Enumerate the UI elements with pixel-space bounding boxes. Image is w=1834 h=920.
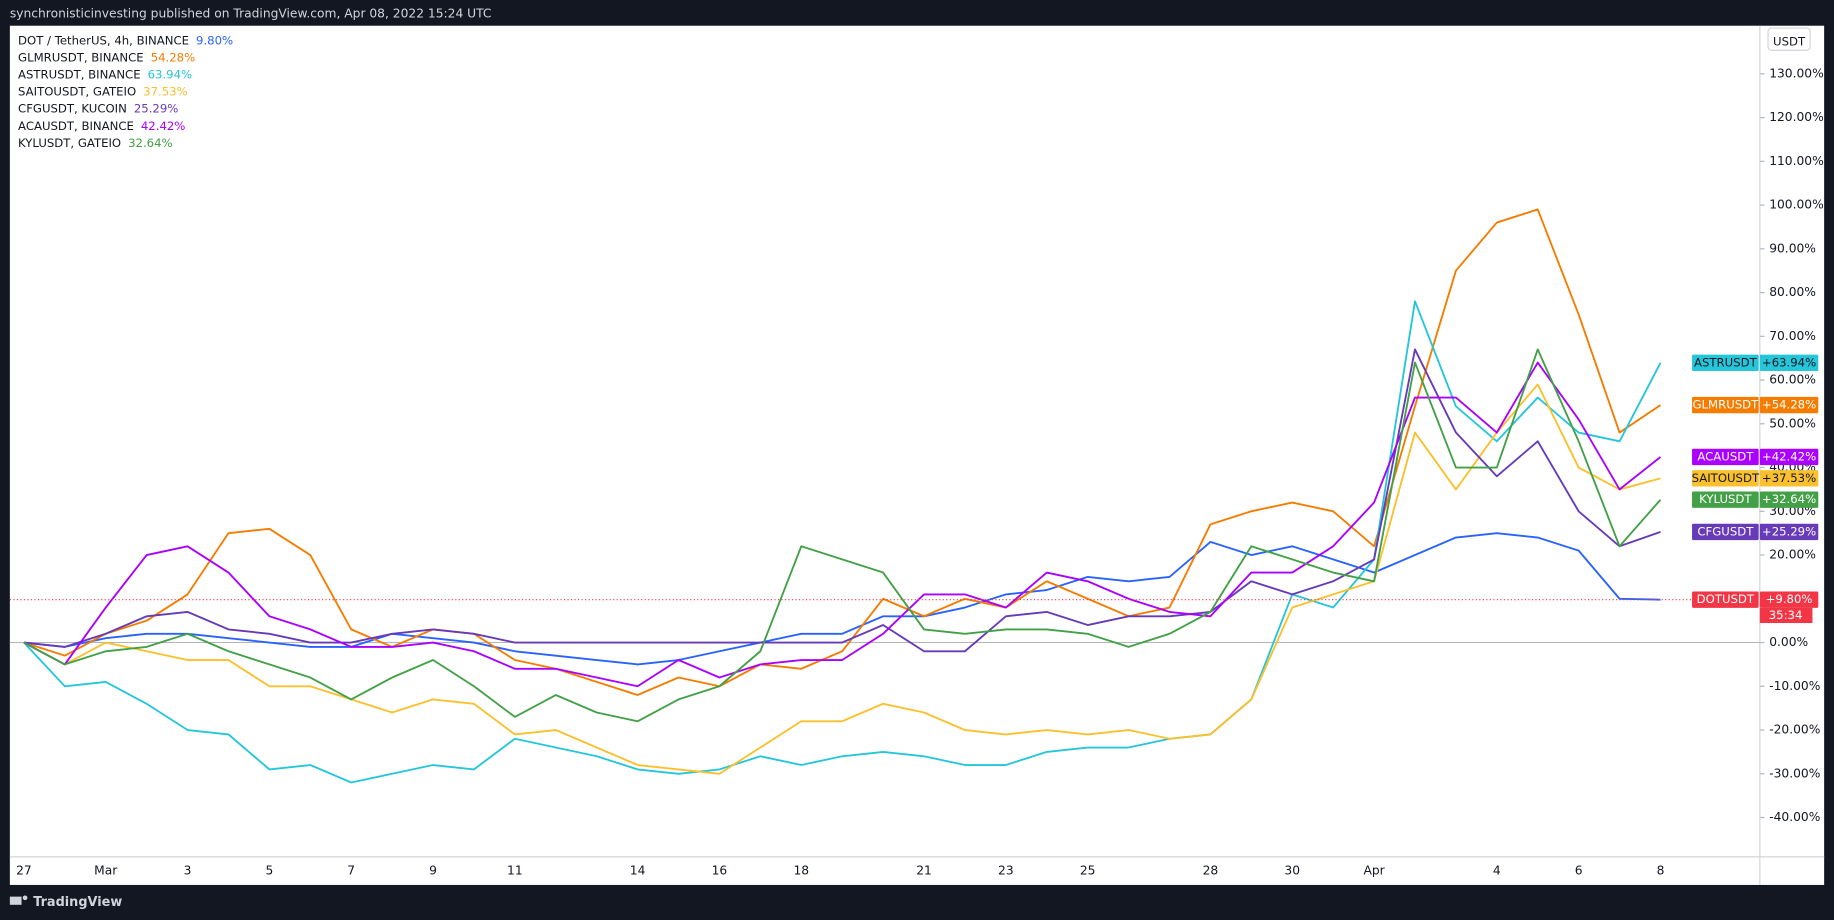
series-tag [1692, 354, 1759, 372]
y-tick-label: 110.00% [1769, 154, 1824, 168]
y-tick-label: -30.00% [1769, 766, 1820, 780]
x-tick-label: 5 [265, 863, 273, 877]
countdown: 35:34 [1769, 608, 1803, 622]
y-tick-label: 130.00% [1769, 66, 1824, 80]
series-line [23, 208, 1662, 696]
x-tick-label: 23 [998, 863, 1014, 877]
x-tick-label: 8 [1657, 863, 1665, 877]
legend-value: 32.64% [128, 136, 173, 150]
legend-value: 63.94% [148, 68, 193, 82]
series-value-tag [1759, 523, 1819, 541]
series-ticker: CFGUSDT [1697, 524, 1754, 538]
logo-mark [9, 896, 22, 905]
legend-value: 37.53% [143, 85, 188, 99]
header: synchronisticinvesting published on Trad… [10, 7, 492, 21]
y-tick-label: 90.00% [1769, 241, 1816, 255]
x-tick-label: 11 [507, 863, 523, 877]
y-tick-label: -40.00% [1769, 810, 1820, 824]
y-tick-label: 80.00% [1769, 285, 1816, 299]
legend-name: ASTRUSDT, BINANCE [18, 68, 141, 82]
series-last-label: +25.29% [1762, 524, 1816, 538]
y-tick-label: -20.00% [1769, 723, 1820, 737]
footer-logo: TradingView [33, 895, 122, 910]
series-last-label: +9.80% [1766, 592, 1813, 606]
series-line [23, 383, 1661, 775]
x-tick-label: 9 [429, 863, 437, 877]
legend-value: 25.29% [134, 102, 179, 116]
y-tick-label: 70.00% [1769, 329, 1816, 343]
y-tick-label: 120.00% [1769, 110, 1824, 124]
legend-name: CFGUSDT, KUCOIN [18, 102, 127, 116]
series-value-tag [1759, 448, 1819, 466]
legend-name: SAITOUSDT, GATEIO [18, 85, 136, 99]
series-line [23, 348, 1661, 653]
x-tick-label: 4 [1493, 863, 1501, 877]
series-value-tag [1759, 491, 1819, 508]
y-tick-label: -10.00% [1769, 679, 1820, 693]
x-tick-label: 28 [1203, 863, 1219, 877]
series-value-tag [1759, 591, 1819, 608]
legend-value: 9.80% [196, 33, 233, 47]
series-ticker: ACAUSDT [1697, 449, 1754, 463]
series-last-label: +54.28% [1762, 398, 1816, 412]
x-tick-label: Apr [1363, 863, 1385, 877]
series-last-label: +63.94% [1762, 355, 1816, 369]
series-last-label: +37.53% [1762, 471, 1816, 485]
unit-box [1767, 27, 1811, 51]
y-tick-label: 0.00% [1769, 635, 1808, 649]
x-tick-label: Mar [94, 863, 118, 877]
series-tag [1692, 396, 1759, 414]
series-ticker: GLMRUSDT [1692, 398, 1759, 412]
series-last-label: +32.64% [1762, 492, 1816, 506]
y-tick-label: 100.00% [1769, 198, 1824, 212]
x-tick-label: 18 [793, 863, 809, 877]
x-tick-label: 3 [184, 863, 192, 877]
series-tag [1692, 448, 1759, 466]
series-tag [1692, 470, 1759, 487]
series-line [23, 300, 1662, 784]
y-tick-label: 50.00% [1769, 416, 1816, 430]
x-tick-label: 30 [1284, 863, 1300, 877]
x-tick-label: 25 [1080, 863, 1096, 877]
series-value-tag [1759, 396, 1819, 414]
logo: TradingView [9, 895, 122, 910]
logo-mark [22, 895, 28, 901]
series-tag [1692, 491, 1759, 508]
legend-value: 42.42% [141, 119, 186, 133]
series-line [23, 532, 1661, 666]
y-tick-label: 20.00% [1769, 548, 1816, 562]
series-ticker: KYLUSDT [1699, 492, 1752, 506]
x-tick-label: 16 [712, 863, 728, 877]
legend-name: GLMRUSDT, BINANCE [18, 50, 144, 64]
series-last-label: +42.42% [1762, 449, 1816, 463]
legend-name: KYLUSDT, GATEIO [18, 136, 121, 150]
series-ticker: DOTUSDT [1697, 592, 1755, 606]
x-tick-label: 14 [630, 863, 646, 877]
series-tag [1692, 591, 1759, 608]
x-tick-label: 27 [16, 863, 32, 877]
series-ticker: ASTRUSDT [1694, 355, 1758, 369]
series-value-tag [1759, 470, 1819, 487]
x-tick-label: 6 [1575, 863, 1583, 877]
x-tick-label: 21 [916, 863, 932, 877]
y-tick-label: 60.00% [1769, 373, 1816, 387]
legend-name: ACAUSDT, BINANCE [18, 119, 134, 133]
series-line [23, 361, 1662, 688]
axis-unit: USDT [1773, 35, 1806, 49]
series-value-tag [1759, 354, 1819, 372]
legend-name: DOT / TetherUS, 4h, BINANCE [18, 33, 189, 47]
x-tick-label: 7 [347, 863, 355, 877]
series-ticker: SAITOUSDT [1692, 471, 1760, 485]
legend-value: 54.28% [151, 50, 196, 64]
series-tag [1692, 523, 1759, 541]
countdown-tag [1759, 607, 1813, 624]
series-line [23, 348, 1662, 723]
